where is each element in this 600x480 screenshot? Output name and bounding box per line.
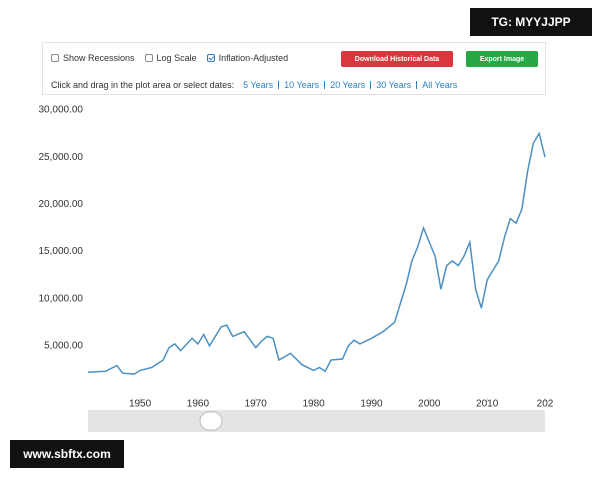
toolbar: Show Recessions Log Scale Inflation-Adjust… [42, 42, 546, 95]
range-link[interactable]: 5 Years [243, 80, 274, 90]
x-tick-label: 1950 [129, 399, 152, 410]
y-tick-label: 15,000.00 [39, 246, 84, 257]
y-tick-label: 10,000.00 [39, 293, 84, 304]
checkbox-box [206, 54, 215, 62]
checkbox[interactable]: Inflation-Adjusted [206, 53, 289, 63]
range-link[interactable]: 20 Years [324, 81, 370, 90]
y-tick-label: 20,000.00 [39, 199, 84, 210]
download-button[interactable]: Download Historical Data [341, 51, 453, 67]
y-tick-label: 25,000.00 [39, 152, 84, 163]
navigator [88, 410, 545, 432]
y-tick-label: 5,000.00 [44, 340, 83, 351]
navigator-handle[interactable] [199, 411, 223, 431]
range-link[interactable]: All Years [416, 81, 462, 90]
checkbox-box [51, 54, 59, 62]
range-row: Click and drag in the plot area or selec… [51, 80, 462, 90]
watermark: TG: MYYJJPP [470, 8, 592, 36]
y-tick-label: 30,000.00 [39, 105, 84, 116]
options: Show Recessions Log Scale Inflation-Adjust… [51, 53, 298, 63]
checkbox-label: Inflation-Adjusted [218, 53, 289, 63]
x-tick-label: 202 [537, 399, 554, 410]
x-tick-label: 1970 [245, 399, 268, 410]
prompt: Click and drag in the plot area or selec… [51, 80, 235, 90]
checkbox-label: Show Recessions [63, 53, 135, 63]
checkbox[interactable]: Show Recessions [51, 53, 135, 63]
watermark: www.sbftx.com [10, 440, 124, 468]
x-tick-label: 1980 [302, 399, 325, 410]
checkbox[interactable]: Log Scale [144, 53, 197, 63]
x-tick-label: 1990 [360, 399, 383, 410]
export-button[interactable]: Export Image [466, 51, 538, 67]
checkbox-box [144, 54, 153, 62]
line-series [87, 131, 546, 375]
button-label: Export Image [479, 55, 525, 63]
x-tick-label: 1960 [187, 399, 210, 410]
button-label: Download Historical Data [354, 55, 440, 63]
checkbox-label: Log Scale [156, 53, 197, 63]
range-link[interactable]: 30 Years [370, 81, 416, 90]
x-tick-label: 2010 [476, 399, 499, 410]
x-tick-label: 2000 [418, 399, 441, 410]
range-link[interactable]: 10 Years [278, 81, 324, 90]
